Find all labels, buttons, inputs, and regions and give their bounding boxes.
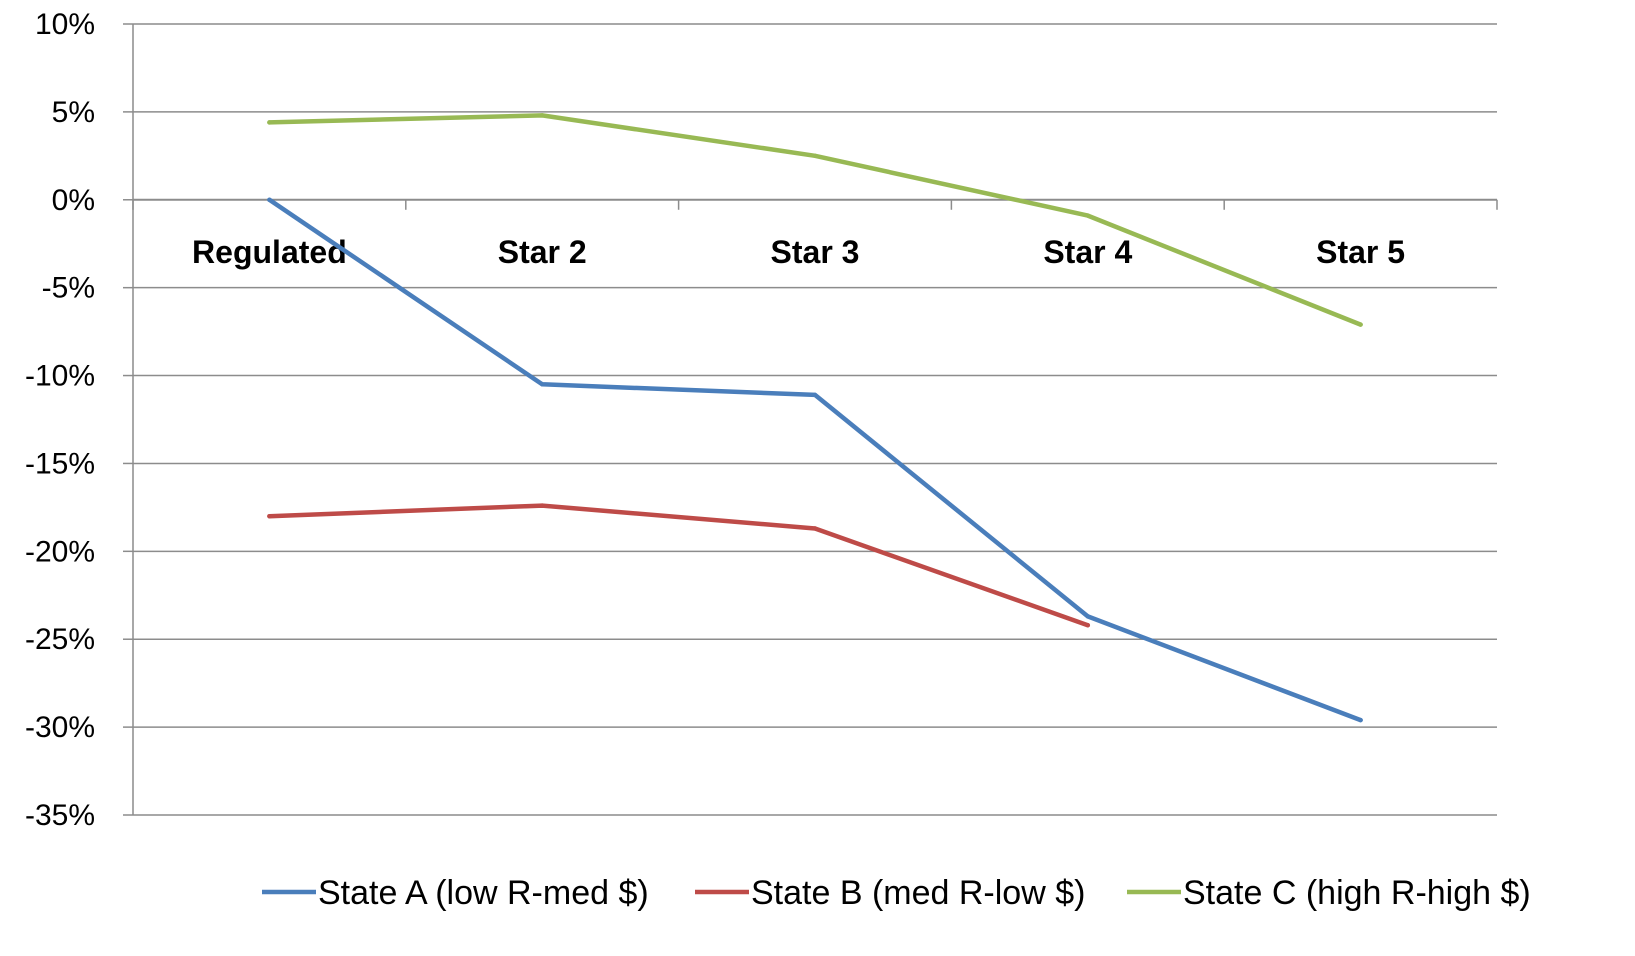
y-tick-label: -20%: [25, 535, 95, 568]
y-tick-label: -25%: [25, 623, 95, 656]
legend-label: State C (high R-high $): [1183, 874, 1531, 912]
axes: [123, 23, 1498, 816]
data-point: [267, 120, 272, 125]
data-point: [1358, 717, 1363, 723]
series-line-1: [267, 197, 1363, 723]
data-point: [540, 503, 545, 508]
data-point: [1085, 614, 1091, 619]
data-point: [1358, 322, 1363, 327]
data-point: [267, 197, 272, 202]
series-line-3: [267, 113, 1363, 327]
x-tick-label: Regulated: [192, 234, 347, 270]
y-axis-tick-labels: 10% 5% 0% -5% -10% -15% -20% -25% -30% -35%: [25, 8, 95, 832]
x-tick-label: Star 2: [498, 234, 587, 270]
legend-label: State B (med R-low $): [751, 874, 1085, 912]
y-tick-label: -5%: [42, 272, 95, 305]
y-tick-label: 0%: [52, 184, 95, 217]
legend-label: State A (low R-med $): [318, 874, 649, 912]
data-point: [812, 392, 818, 398]
y-tick-label: -35%: [25, 799, 95, 832]
y-tick-label: -30%: [25, 711, 95, 744]
x-tick-label: Star 4: [1043, 234, 1132, 270]
data-point: [267, 513, 272, 519]
x-axis-tick-labels: Regulated Star 2 Star 3 Star 4 Star 5: [192, 234, 1405, 270]
data-point: [540, 113, 545, 118]
y-tick-label: 10%: [35, 8, 95, 41]
x-tick-label: Star 3: [771, 234, 860, 270]
y-tick-label: -10%: [25, 360, 95, 393]
data-point: [1085, 213, 1091, 218]
series-line-2: [267, 503, 1091, 628]
data-point: [1085, 622, 1091, 628]
x-tick-label: Star 5: [1316, 234, 1405, 270]
series-lines: [267, 113, 1363, 723]
legend: State A (low R-med $) State B (med R-low …: [262, 874, 1531, 912]
data-point: [812, 153, 818, 159]
data-point: [540, 382, 545, 387]
y-tick-label: 5%: [52, 96, 95, 129]
y-tick-label: -15%: [25, 447, 95, 480]
data-point: [812, 526, 818, 531]
